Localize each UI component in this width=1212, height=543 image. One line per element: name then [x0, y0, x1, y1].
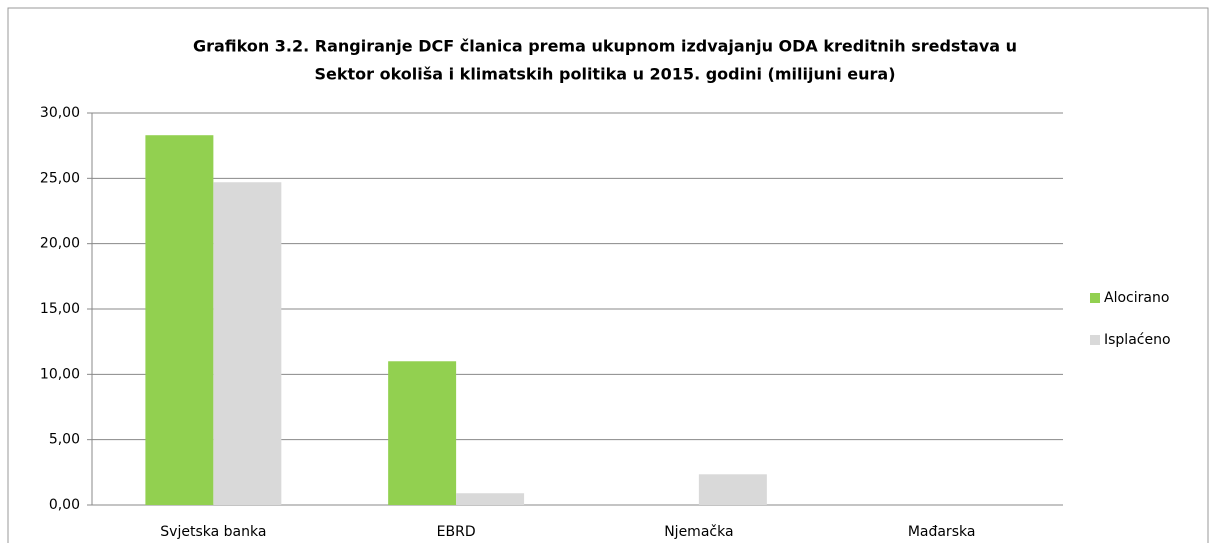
- legend-label: Alocirano: [1104, 290, 1169, 306]
- chart-border: [7, 7, 1209, 543]
- chart-title: Sektor okoliša i klimatskih politika u 2…: [314, 65, 895, 84]
- chart-title: Grafikon 3.2. Rangiranje DCF članica pre…: [193, 37, 1017, 56]
- bar: [698, 474, 767, 505]
- bar: [388, 361, 457, 505]
- x-tick-label: EBRD: [437, 524, 476, 540]
- y-tick-label: 30,00: [40, 105, 80, 121]
- y-tick-label: 10,00: [40, 366, 80, 382]
- x-tick-label: Njemačka: [664, 524, 733, 540]
- y-tick-label: 20,00: [40, 236, 80, 252]
- legend-swatch: [1090, 293, 1100, 303]
- y-tick-label: 15,00: [40, 301, 80, 317]
- legend-swatch: [1090, 335, 1100, 345]
- bar: [213, 182, 282, 505]
- y-tick-label: 25,00: [40, 170, 80, 186]
- bar: [145, 135, 214, 506]
- y-tick-label: 5,00: [49, 432, 80, 448]
- bar: [456, 493, 525, 505]
- x-tick-label: Mađarska: [908, 524, 976, 540]
- y-tick-label: 0,00: [49, 497, 80, 513]
- legend-label: Isplaćeno: [1104, 332, 1171, 348]
- x-tick-label: Svjetska banka: [160, 524, 266, 540]
